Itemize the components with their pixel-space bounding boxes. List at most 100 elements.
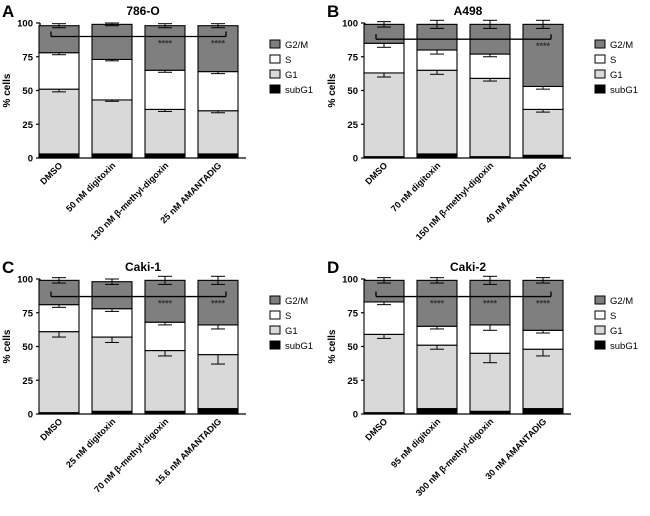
significance-mark: **** <box>211 39 226 49</box>
bar-stack-70-nm-methyl-digoxin <box>144 275 186 415</box>
category-label: 40 nM AMANTADIG <box>483 160 548 225</box>
category-label: DMSO <box>38 416 64 442</box>
legend-swatch-subg1 <box>269 340 281 350</box>
legend-label: G1 <box>610 70 623 81</box>
y-tick-label: 75 <box>347 52 358 63</box>
bar-segment-s <box>144 69 186 110</box>
bar-stack-130-nm-methyl-digoxin <box>144 23 186 159</box>
category-label: 70 nM digitoxin <box>389 160 442 213</box>
legend-swatch-subg1 <box>594 84 606 94</box>
legend-label: subG1 <box>610 341 638 352</box>
bar-stack-50-nm-digitoxin <box>91 22 133 159</box>
y-tick-label: 100 <box>342 19 358 30</box>
bar-segment-g2-m <box>522 23 564 87</box>
stacked-bar-chart-a498: B A498 0 25 50 75 100 % cells DMSO 70 nM digitoxi… <box>327 2 638 242</box>
legend-label: G2/M <box>285 296 308 307</box>
legend-swatch-g2-m <box>594 295 606 305</box>
y-tick-label: 25 <box>347 376 358 387</box>
legend-swatch-subg1 <box>269 84 281 94</box>
panel-letter: B <box>327 2 339 21</box>
y-axis-label: % cells <box>327 73 338 107</box>
bar-segment-g1 <box>522 108 564 156</box>
legend-swatch-g1 <box>594 69 606 79</box>
y-axis-label: % cells <box>2 73 13 107</box>
bar-segment-g1 <box>416 344 458 410</box>
significance-mark: **** <box>483 299 498 309</box>
legend-label: subG1 <box>285 85 313 96</box>
bar-segment-g2-m <box>144 279 186 323</box>
bar-stack-dmso <box>38 277 80 415</box>
bar-segment-s <box>144 321 186 352</box>
panel-caki-2: D Caki-2 0 25 50 75 100 % cells DMSO 95 nM digito… <box>325 256 650 516</box>
legend-label: G2/M <box>285 40 308 51</box>
category-label: 30 nM AMANTADIG <box>483 416 548 481</box>
legend-label: S <box>610 55 616 66</box>
bar-stack-dmso <box>363 21 405 159</box>
legend-swatch-s <box>269 54 281 64</box>
bar-segment-g1 <box>91 99 133 155</box>
legend-label: S <box>610 311 616 322</box>
legend-swatch-g2-m <box>594 39 606 49</box>
legend-swatch-g2-m <box>269 295 281 305</box>
legend-label: G2/M <box>610 296 633 307</box>
bar-segment-g1 <box>144 108 186 155</box>
y-tick-label: 75 <box>22 52 33 63</box>
bar-segment-s <box>38 52 80 90</box>
panel-786-o: A 786-O 0 25 50 75 100 % cells DMSO 50 nM digitox… <box>0 0 325 260</box>
legend-swatch-subg1 <box>594 340 606 350</box>
bar-segment-s <box>197 324 239 356</box>
legend-label: S <box>285 55 291 66</box>
bar-stack-dmso <box>363 277 405 415</box>
bar-segment-g2-m <box>197 25 239 73</box>
bar-stack-95-nm-digitoxin <box>416 277 458 415</box>
y-tick-label: 75 <box>22 308 33 319</box>
legend-label: G1 <box>610 326 623 337</box>
bar-stack-40-nm-amantadig <box>522 19 564 159</box>
chart-title: A498 <box>454 4 483 18</box>
legend-swatch-s <box>269 310 281 320</box>
y-tick-label: 100 <box>17 19 33 30</box>
y-axis-label: % cells <box>327 329 338 363</box>
bar-segment-s <box>91 308 133 338</box>
y-tick-label: 50 <box>347 342 358 353</box>
significance-mark: **** <box>430 299 445 309</box>
bar-stack-25-nm-amantadig <box>197 23 239 159</box>
bar-segment-g2-m <box>416 279 458 327</box>
category-label: 25 nM digitoxin <box>64 416 117 469</box>
bar-segment-g2-m <box>38 25 80 54</box>
bar-stack-30-nm-amantadig <box>522 277 564 415</box>
category-label: DMSO <box>363 416 389 442</box>
bar-segment-s <box>522 85 564 110</box>
bar-segment-g1 <box>416 69 458 155</box>
y-axis-label: % cells <box>2 329 13 363</box>
legend-label: G1 <box>285 70 298 81</box>
y-tick-label: 0 <box>28 410 33 421</box>
panel-a498: B A498 0 25 50 75 100 % cells DMSO 70 nM digitoxi… <box>325 0 650 260</box>
chart-title: Caki-2 <box>450 260 486 274</box>
bar-segment-g2-m <box>91 281 133 310</box>
bar-segment-g1 <box>469 77 511 158</box>
legend-label: subG1 <box>285 341 313 352</box>
bar-segment-g1 <box>38 331 80 414</box>
legend-swatch-g2-m <box>269 39 281 49</box>
significance-mark: **** <box>536 41 551 51</box>
bar-segment-g2-m <box>197 279 239 326</box>
y-tick-label: 50 <box>347 86 358 97</box>
bar-stack-25-nm-digitoxin <box>91 278 133 415</box>
stacked-bar-chart-caki-1: C Caki-1 0 25 50 75 100 % cells DMSO 25 nM digito… <box>2 258 313 494</box>
bar-segment-g1 <box>38 88 80 155</box>
bar-segment-g2-m <box>522 279 564 331</box>
legend-swatch-g1 <box>269 325 281 335</box>
chart-title: Caki-1 <box>125 260 161 274</box>
significance-mark: **** <box>211 299 226 309</box>
bar-segment-s <box>197 71 239 112</box>
bar-segment-s <box>91 58 133 101</box>
significance-mark: **** <box>158 299 173 309</box>
legend-swatch-g1 <box>269 69 281 79</box>
bar-segment-g2-m <box>469 279 511 326</box>
bar-segment-g2-m <box>91 23 133 60</box>
y-tick-label: 25 <box>347 120 358 131</box>
bar-segment-s <box>469 53 511 79</box>
bar-segment-g2-m <box>38 279 80 306</box>
legend-label: G2/M <box>610 40 633 51</box>
